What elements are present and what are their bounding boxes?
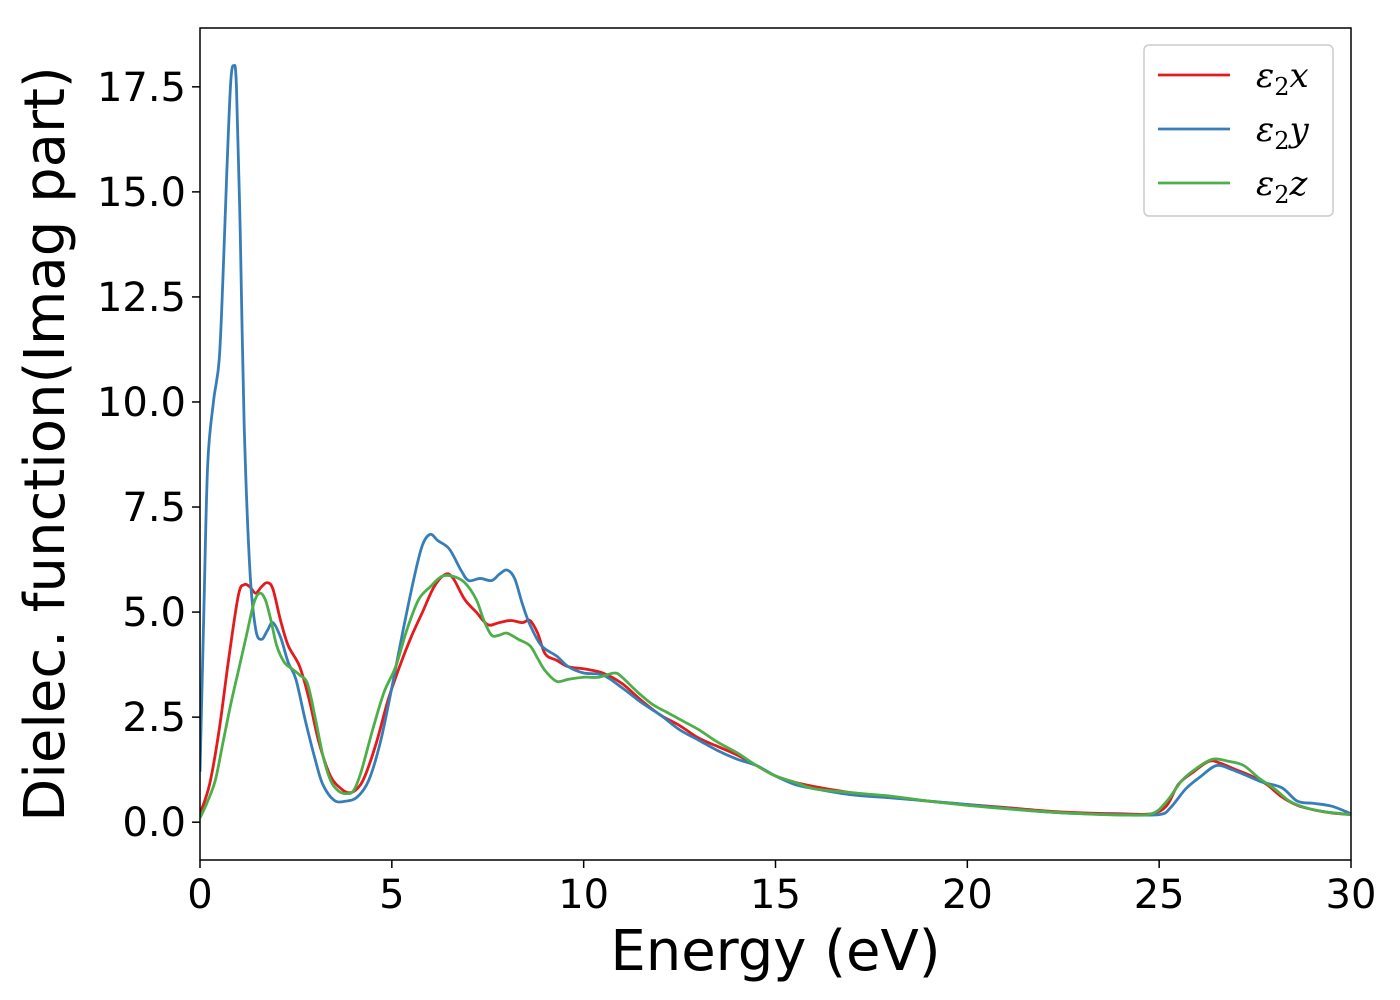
legend-box [1143,44,1334,217]
y-tick-label: 15.0 [97,170,186,216]
y-tick-label: 7.5 [122,485,186,531]
x-tick-label: 25 [1134,872,1185,918]
series-line-z [200,573,1351,819]
series-layer [200,63,1351,819]
legend-label: ε2y [1256,110,1310,155]
x-axis: 0 5 10 15 20 25 30 [187,860,1376,918]
y-axis-title: Dielec. function(Imag part) [13,66,78,822]
y-tick-label: 2.5 [122,695,186,741]
y-axis: 0.0 2.5 5.0 7.5 10.0 12.5 15.0 17.5 [97,65,200,846]
x-tick-label: 20 [942,872,993,918]
x-axis-title: Energy (eV) [610,919,940,984]
legend-label: ε2x [1256,56,1309,101]
legend: ε2x ε2y ε2z [1143,44,1334,217]
x-tick-label: 0 [187,872,212,918]
y-tick-label: 0.0 [122,800,186,846]
y-tick-label: 5.0 [122,590,186,636]
y-tick-label: 10.0 [97,380,186,426]
x-tick-label: 5 [379,872,404,918]
legend-item-y: ε2y [1158,110,1310,155]
legend-item-z: ε2z [1158,164,1309,209]
legend-label: ε2z [1256,164,1309,209]
y-tick-label: 17.5 [97,65,186,111]
legend-item-x: ε2x [1158,56,1309,101]
x-tick-label: 10 [558,872,609,918]
series-line-x [200,572,1351,817]
x-tick-label: 15 [750,872,801,918]
y-tick-label: 12.5 [97,275,186,321]
x-tick-label: 30 [1326,872,1377,918]
